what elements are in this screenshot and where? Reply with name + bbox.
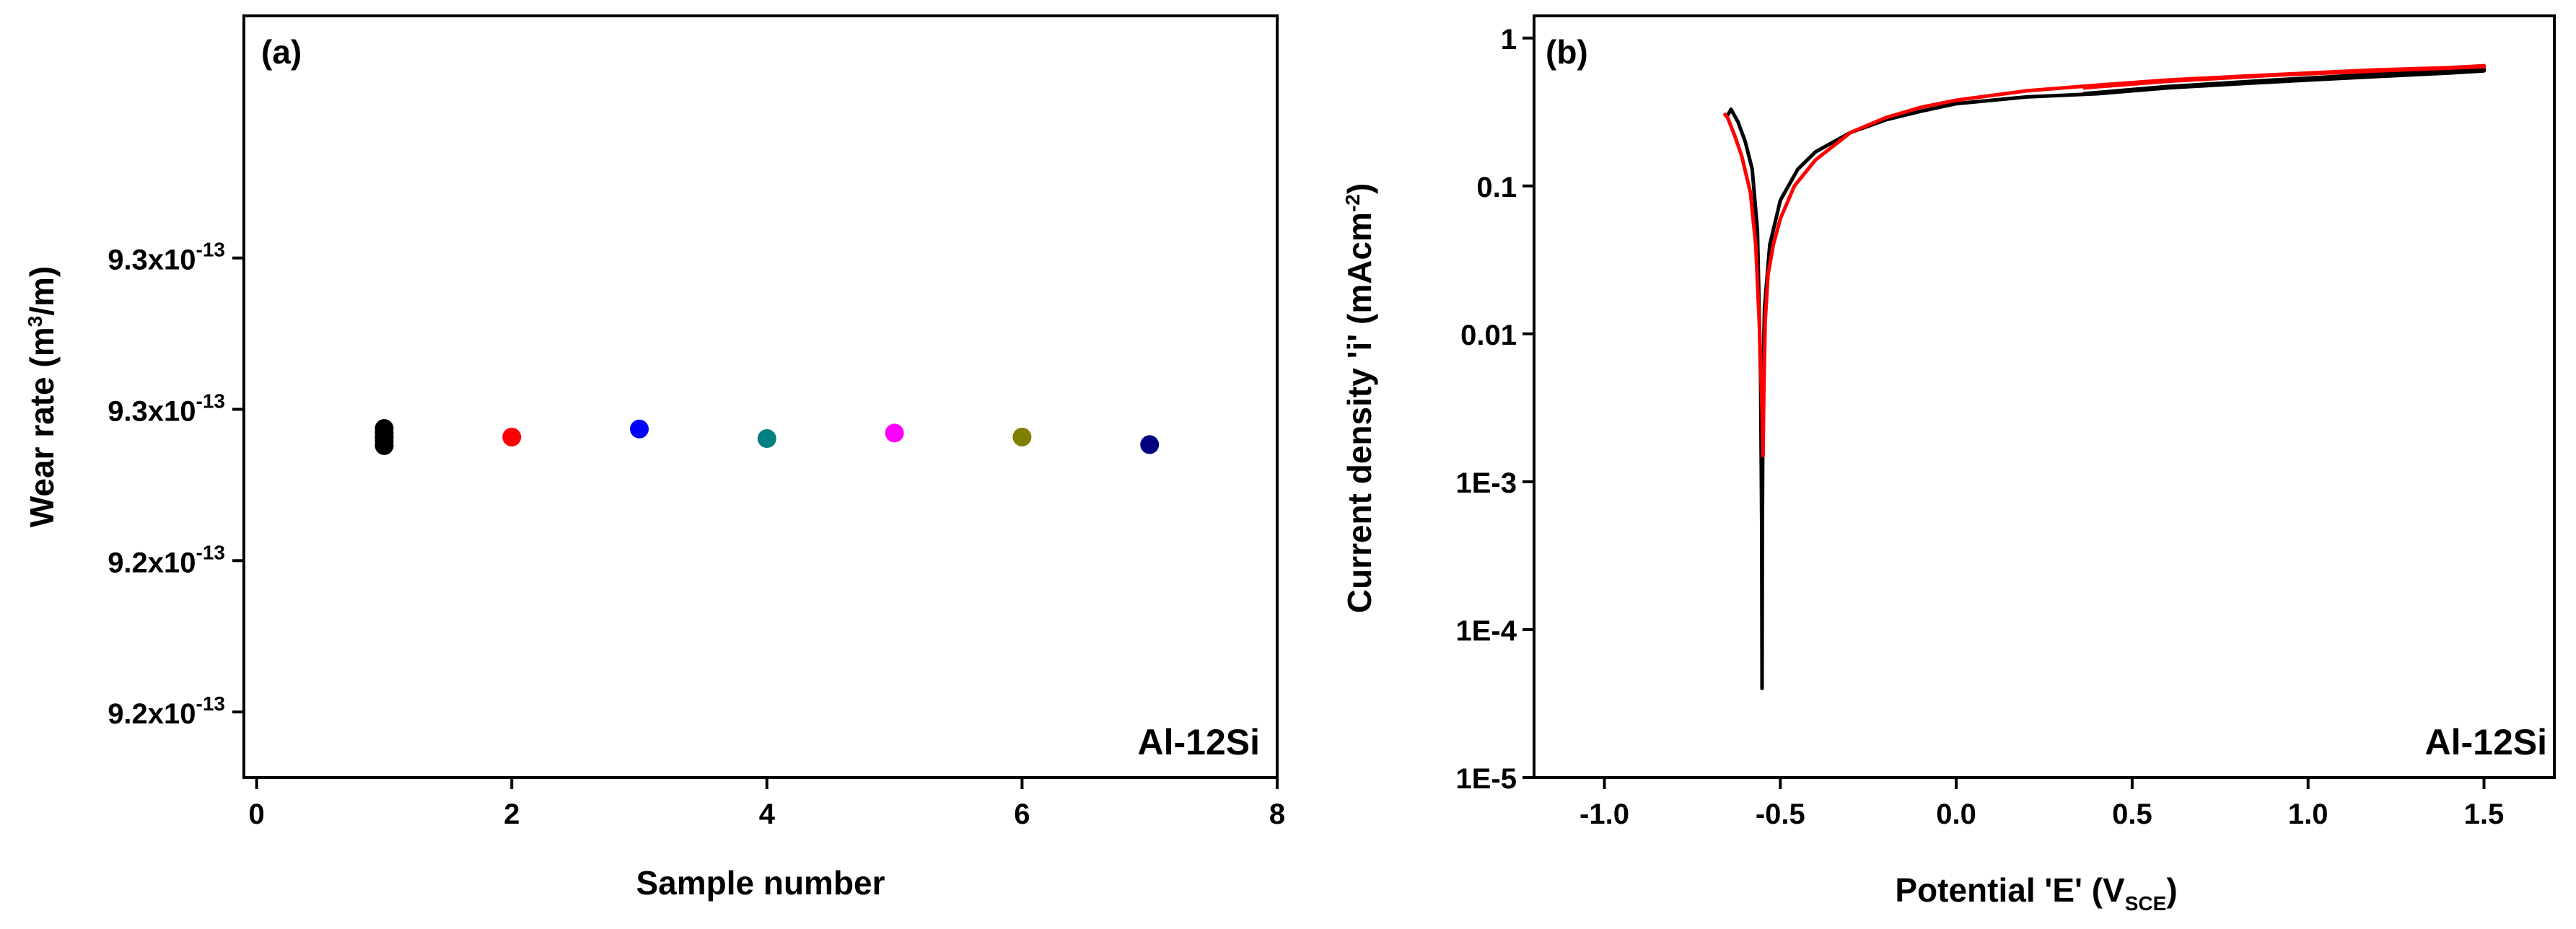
panel-a-plot-frame xyxy=(242,14,1279,779)
panel-a-y-tick-base-3: 9.3x10 xyxy=(108,245,196,276)
panel-b-series xyxy=(1722,63,2486,690)
panel-a-y-tick-exp-0: -13 xyxy=(196,692,225,715)
panel-b-y-tick-label-0: 1 xyxy=(1501,24,1517,56)
panel-a-point-7 xyxy=(757,429,776,449)
panel-a-y-tick-base-1: 9.2x10 xyxy=(108,547,196,578)
panel-b-x-title-end: ) xyxy=(2166,871,2177,909)
panel-b-x-tick-label-5: 1.5 xyxy=(2464,798,2505,830)
panel-b-tag: (b) xyxy=(1546,33,1588,71)
panel-a-x-axis: 0 2 4 6 8 xyxy=(249,778,1285,830)
panel-b-y-tick-label-2: 0.01 xyxy=(1460,320,1517,351)
panel-a-y-title-sup: 3 xyxy=(24,316,46,327)
panel-b-x-tick-label-4: 1.0 xyxy=(2288,798,2329,830)
panel-a-point-8 xyxy=(885,423,904,443)
panel-b-x-axis-title: Potential 'E' (VSCE) xyxy=(1895,871,2177,915)
panel-b-polarization-chart: -1.0 -0.5 0.0 0.5 1.0 1.5 1 0.1 0.01 1E-3 1E-4 1E-… xyxy=(1341,14,2556,915)
panel-a-x-tick-label-3: 6 xyxy=(1014,798,1030,830)
panel-a-y-title-end: /m) xyxy=(23,266,61,316)
panel-b-x-title-sub: SCE xyxy=(2125,892,2167,915)
panel-a-data-points xyxy=(374,419,1160,455)
panel-b-x-axis: -1.0 -0.5 0.0 0.5 1.0 1.5 xyxy=(1580,778,2504,830)
panel-b-y-tick-label-3: 1E-3 xyxy=(1456,467,1517,499)
panel-a-annotation: Al-12Si xyxy=(1137,722,1260,762)
panel-b-x-title-main: Potential 'E' (V xyxy=(1895,871,2125,909)
panel-a-x-tick-label-4: 8 xyxy=(1269,798,1285,830)
panel-a-point-10 xyxy=(1140,435,1160,454)
panel-a-y-tick-exp-2: -13 xyxy=(196,389,225,412)
panel-b-y-title-end: ) xyxy=(1341,183,1378,194)
panel-a-x-axis-title: Sample number xyxy=(636,864,885,902)
panel-a-x-tick-label-0: 0 xyxy=(249,798,265,830)
panel-b-series-line-0 xyxy=(1726,66,2486,690)
panel-a-y-tick-label-0: 9.2x10-13 xyxy=(108,692,225,730)
panel-a-y-axis: 9.2x10-139.2x10-139.3x10-139.3x10-13 xyxy=(108,239,244,730)
panel-a-point-4 xyxy=(374,436,394,455)
panel-a-point-6 xyxy=(630,419,649,439)
panel-b-y-tick-label-5: 1E-5 xyxy=(1456,763,1517,795)
panel-a-y-tick-label-1: 9.2x10-13 xyxy=(108,541,225,578)
panel-a-y-tick-label-3: 9.3x10-13 xyxy=(108,239,225,276)
panel-b-y-tick-label-4: 1E-4 xyxy=(1456,615,1517,647)
panel-b-x-tick-label-2: 0.0 xyxy=(1936,798,1976,830)
panel-a-y-tick-exp-1: -13 xyxy=(196,541,225,563)
panel-a-y-tick-label-2: 9.3x10-13 xyxy=(108,389,225,427)
panel-b-x-tick-label-3: 0.5 xyxy=(2112,798,2152,830)
panel-b-y-tick-label-1: 0.1 xyxy=(1476,172,1517,203)
panel-a-y-axis-title: Wear rate (m3/m) xyxy=(23,266,61,527)
panel-a-y-tick-base-2: 9.3x10 xyxy=(108,395,196,427)
panel-b-x-tick-label-1: -0.5 xyxy=(1756,798,1805,830)
panel-b-series-line-1 xyxy=(1722,63,2486,458)
panel-a-x-tick-label-1: 2 xyxy=(504,798,520,830)
panel-b-y-title-sup: -2 xyxy=(1341,194,1364,212)
panel-a-tag: (a) xyxy=(261,33,302,71)
panel-b-y-title-main: Current density 'i' (mAcm xyxy=(1341,212,1378,613)
panel-b-y-axis-title: Current density 'i' (mAcm-2) xyxy=(1341,183,1378,613)
panel-a-y-title-main: Wear rate (m xyxy=(23,327,61,527)
panel-a-y-tick-base-0: 9.2x10 xyxy=(108,698,196,730)
panel-a-point-9 xyxy=(1012,427,1032,446)
panel-b-x-tick-label-0: -1.0 xyxy=(1580,798,1629,830)
panel-a-y-tick-exp-3: -13 xyxy=(196,239,225,261)
panel-b-annotation: Al-12Si xyxy=(2424,722,2547,762)
panel-b-plot-frame xyxy=(1533,14,2556,779)
panel-a-point-5 xyxy=(502,427,522,446)
panel-a-x-tick-label-2: 4 xyxy=(759,798,776,830)
panel-b-y-axis: 1 0.1 0.01 1E-3 1E-4 1E-5 xyxy=(1456,24,1534,795)
